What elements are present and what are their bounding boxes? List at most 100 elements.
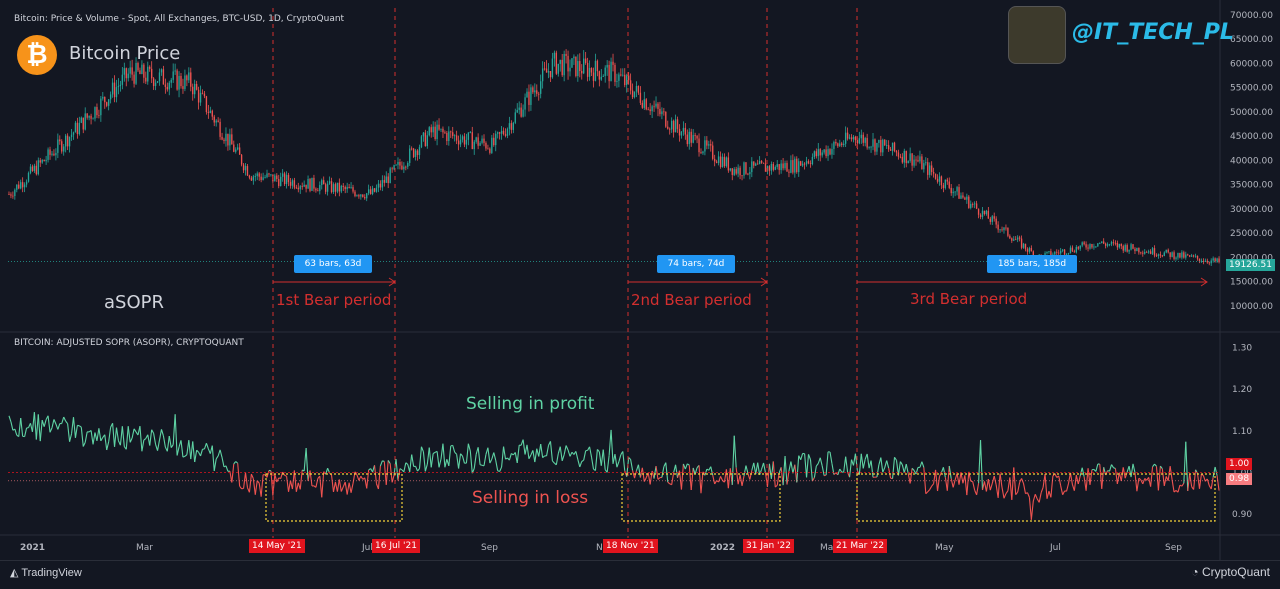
price-candle <box>257 173 258 176</box>
price-candle <box>1125 245 1126 251</box>
price-candle <box>440 129 441 130</box>
price-candle <box>90 116 91 119</box>
price-candle <box>161 69 162 72</box>
price-candle <box>483 139 484 143</box>
price-candle <box>724 157 725 166</box>
price-candle <box>782 163 783 168</box>
price-candle <box>976 203 977 208</box>
price-candle <box>1168 250 1169 253</box>
price-candle <box>567 56 568 71</box>
price-candle <box>755 164 756 166</box>
price-candle <box>827 149 828 156</box>
price-candle <box>626 75 627 85</box>
price-candle <box>503 131 504 134</box>
time-tick-label: 2022 <box>710 543 735 553</box>
price-candle <box>96 107 97 115</box>
price-candle <box>196 84 197 90</box>
price-candle <box>1177 253 1178 258</box>
price-candle <box>519 108 520 110</box>
price-candle <box>163 69 164 84</box>
price-candle <box>178 76 179 90</box>
price-candle <box>802 164 803 166</box>
price-candle <box>335 184 336 192</box>
price-candle <box>1187 254 1188 255</box>
price-candle <box>237 147 238 149</box>
price-candle <box>42 160 43 163</box>
price-candle <box>796 159 797 172</box>
price-candle <box>223 140 224 141</box>
price-candle <box>808 161 809 163</box>
price-candle <box>829 149 830 154</box>
price-candle <box>411 149 412 150</box>
price-candle <box>868 147 869 148</box>
price-candle <box>313 178 314 189</box>
price-candle <box>409 149 410 163</box>
price-candle <box>415 151 416 157</box>
price-candle <box>307 179 308 189</box>
price-tick-label: 65000.00 <box>1230 35 1273 45</box>
price-candle <box>962 195 963 197</box>
price-candle <box>399 162 400 166</box>
price-candle <box>94 107 95 119</box>
price-candle <box>778 164 779 170</box>
price-candle <box>315 189 316 191</box>
price-candle <box>12 196 13 197</box>
price-candle <box>364 197 365 198</box>
price-candle <box>655 104 656 107</box>
date-tag-2-end: 31 Jan '22 <box>743 539 794 553</box>
price-candle <box>69 137 70 146</box>
price-candle <box>892 143 893 151</box>
price-candle <box>743 162 744 175</box>
price-candle <box>1160 254 1161 255</box>
time-tick-label: 2021 <box>20 543 45 553</box>
price-candle <box>671 121 672 130</box>
price-candle <box>1191 256 1192 257</box>
price-candle <box>376 188 377 192</box>
price-candle <box>102 97 103 99</box>
price-candle <box>204 94 205 97</box>
price-candle <box>915 160 916 161</box>
price-candle <box>378 184 379 188</box>
price-candle <box>954 192 955 193</box>
price-tick-label: 15000.00 <box>1230 278 1273 288</box>
price-candle <box>667 127 668 129</box>
price-candle <box>22 182 23 187</box>
price-candle <box>128 74 129 79</box>
price-candle <box>298 188 299 189</box>
price-candle <box>1207 261 1208 263</box>
price-candle <box>43 160 44 161</box>
price-candle <box>933 172 934 174</box>
price-candle <box>460 140 461 145</box>
bitcoin-logo-icon: ₿ <box>17 35 57 75</box>
price-candle <box>784 163 785 168</box>
price-candle <box>669 129 670 130</box>
price-candle <box>294 180 295 187</box>
price-candle <box>85 113 86 129</box>
price-candle <box>1201 261 1202 262</box>
price-candle <box>522 110 523 117</box>
price-candle <box>40 160 41 162</box>
price-candle <box>92 119 93 120</box>
price-candle <box>704 140 705 151</box>
price-candle <box>749 172 750 174</box>
price-candle <box>120 85 121 86</box>
price-candle <box>133 75 134 84</box>
price-candle <box>872 139 873 146</box>
price-candle <box>434 127 435 139</box>
price-candle <box>278 179 279 186</box>
price-candle <box>536 90 537 93</box>
price-candle <box>100 99 101 116</box>
price-candle <box>691 132 692 143</box>
price-candle <box>1095 246 1096 247</box>
price-candle <box>831 149 832 155</box>
date-tag-3-start: 21 Mar '22 <box>833 539 887 553</box>
price-candle <box>8 194 9 195</box>
price-candle <box>1117 243 1118 247</box>
price-candle <box>1103 241 1104 243</box>
tradingview-icon: ◭ <box>10 567 21 579</box>
bear-label-3: 3rd Bear period <box>910 290 1027 308</box>
price-candle <box>333 184 334 192</box>
sopr-tick-label: 1.30 <box>1232 344 1252 354</box>
price-candle <box>253 176 254 180</box>
price-candle <box>1070 248 1071 253</box>
